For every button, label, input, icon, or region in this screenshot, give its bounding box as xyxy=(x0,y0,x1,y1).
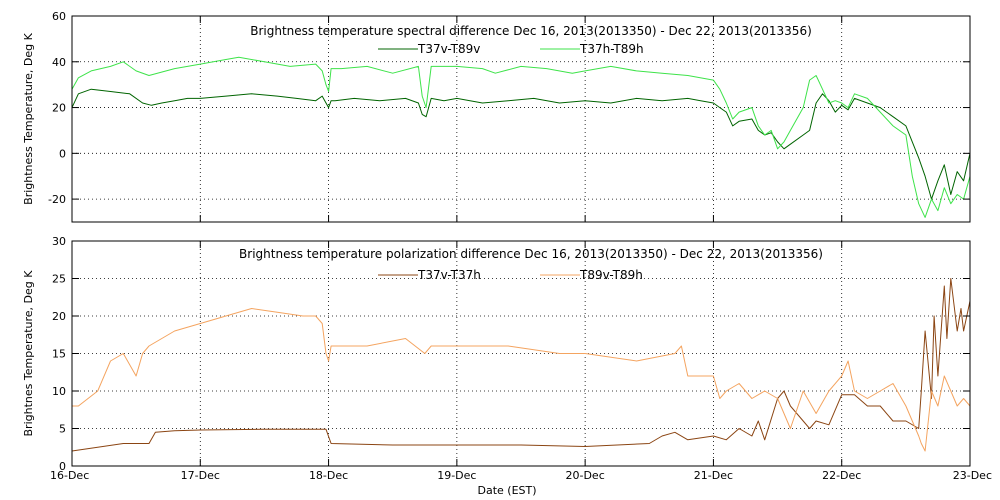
y-tick-label: 0 xyxy=(59,147,66,160)
legend-label-t89v-t89h: T89v-T89h xyxy=(579,268,643,282)
x-axis-label: Date (EST) xyxy=(477,484,536,497)
y-tick-label: 10 xyxy=(52,385,66,398)
x-tick-label: 21-Dec xyxy=(694,469,733,482)
x-tick-label: 16-Dec xyxy=(50,469,89,482)
x-tick-label: 19-Dec xyxy=(437,469,476,482)
x-tick-label: 17-Dec xyxy=(181,469,220,482)
legend-label-t37h-t89h: T37h-T89h xyxy=(579,42,644,56)
y-tick-label: 25 xyxy=(52,273,66,286)
y-tick-label: 20 xyxy=(52,310,66,323)
y-tick-label: 15 xyxy=(52,348,66,361)
y-tick-label: 20 xyxy=(52,102,66,115)
legend-label-t37v-t89v: T37v-T89v xyxy=(417,42,480,56)
y-tick-label: 40 xyxy=(52,56,66,69)
polarization-y-axis-label: Brightnes Temperature, Deg K xyxy=(22,270,35,437)
x-tick-label: 20-Dec xyxy=(566,469,605,482)
polarization-chart-title: Brightness temperature polarization diff… xyxy=(239,247,823,261)
spectral-y-axis-label: Brightness Temperature, Deg K xyxy=(22,32,35,204)
x-tick-label: 22-Dec xyxy=(822,469,861,482)
y-tick-label: 5 xyxy=(59,423,66,436)
x-tick-label: 18-Dec xyxy=(309,469,348,482)
spectral-chart-title: Brightness temperature spectral differen… xyxy=(250,24,812,38)
legend-label-t37v-t37h: T37v-T37h xyxy=(417,268,481,282)
y-tick-label: 30 xyxy=(52,235,66,248)
x-tick-label: 23-Dec xyxy=(953,469,992,482)
y-tick-label: 60 xyxy=(52,10,66,23)
y-tick-label: -20 xyxy=(48,193,66,206)
